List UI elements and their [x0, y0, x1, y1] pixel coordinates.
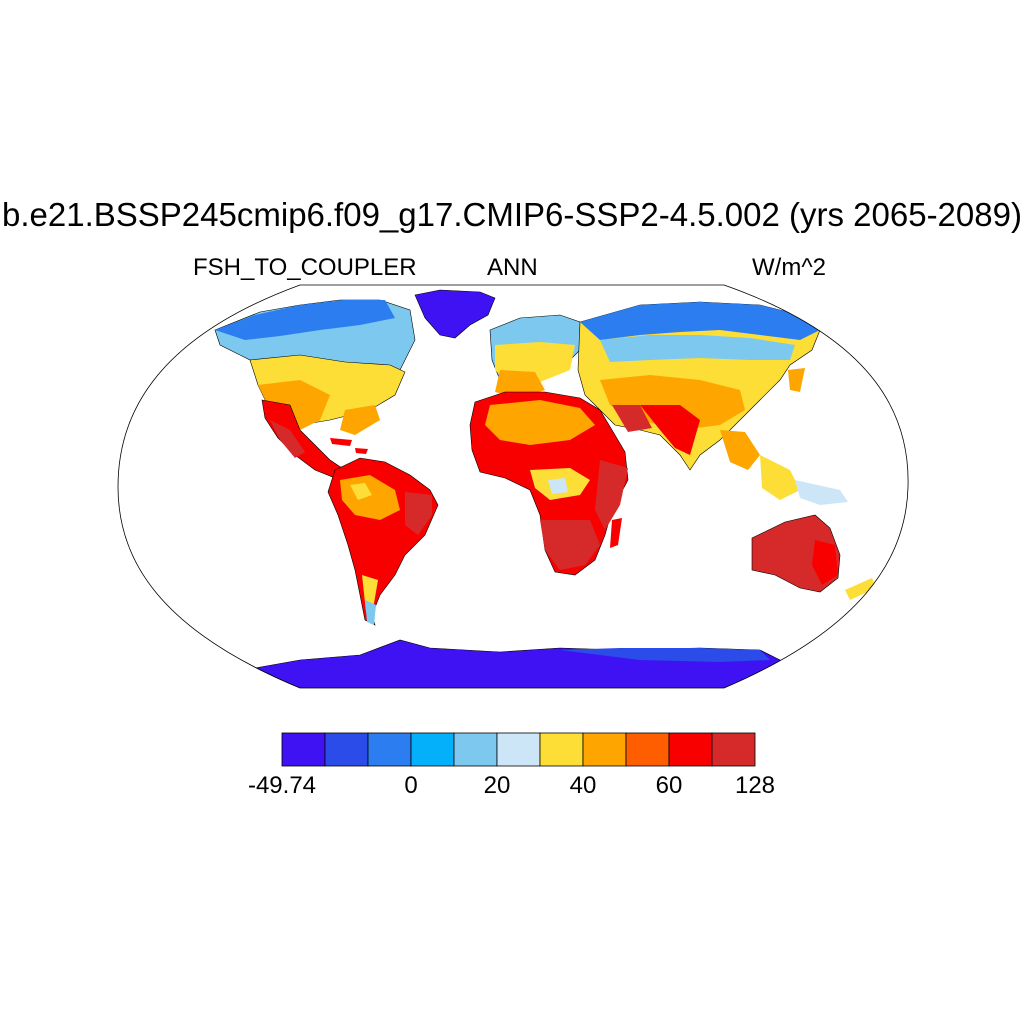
variable-label: FSH_TO_COUPLER: [193, 254, 417, 281]
colorbar-swatch: [539, 732, 584, 767]
colorbar-tick-label: 60: [655, 772, 683, 799]
colorbar-tick-label: 20: [483, 772, 511, 799]
plot-title: b.e21.BSSP245cmip6.f09_g17.CMIP6-SSP2-4.…: [2, 196, 1022, 233]
greenland: [414, 289, 496, 339]
colorbar-swatch: [410, 732, 455, 767]
colorbar-swatch: [711, 732, 756, 767]
map-outline: [117, 284, 909, 689]
caribbean: [330, 438, 368, 454]
colorbar-tick-label: 40: [569, 772, 597, 799]
colorbar-swatch: [367, 732, 412, 767]
madagascar: [610, 518, 622, 548]
colorbar-tick-label: -49.74: [247, 772, 317, 799]
japan: [788, 368, 805, 392]
africa: [469, 391, 629, 576]
colorbar-swatch: [496, 732, 541, 767]
colorbar-swatch: [625, 732, 670, 767]
colorbar-swatch: [453, 732, 498, 767]
colorbar-tick-label: 0: [404, 772, 418, 799]
map-area: [118, 285, 909, 688]
units-label: W/m^2: [752, 254, 826, 281]
north-america: [214, 299, 416, 479]
colorbar-swatch: [668, 732, 713, 767]
asia: [577, 301, 848, 505]
new-zealand: [845, 578, 876, 600]
season-label: ANN: [487, 254, 538, 281]
australia: [751, 514, 876, 600]
colorbar-swatch: [582, 732, 627, 767]
colorbar: [281, 732, 756, 767]
south-america: [327, 457, 439, 626]
colorbar-swatch: [281, 732, 326, 767]
colorbar-swatch: [324, 732, 369, 767]
colorbar-tick-label: 128: [734, 772, 776, 799]
europe: [489, 314, 586, 398]
